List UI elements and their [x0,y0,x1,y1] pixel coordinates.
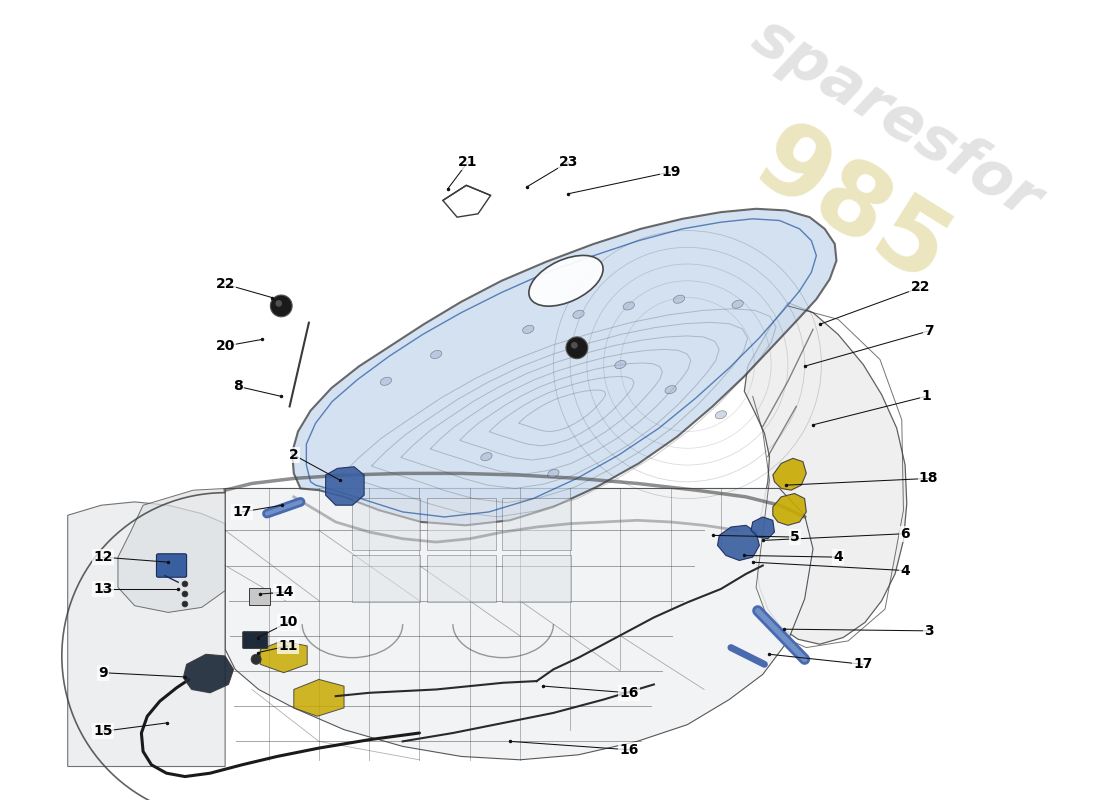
Polygon shape [261,641,307,673]
Ellipse shape [548,470,559,478]
Text: 11: 11 [278,639,298,653]
Polygon shape [773,458,806,490]
Polygon shape [773,494,806,526]
Circle shape [271,295,293,317]
Circle shape [571,342,578,349]
Polygon shape [326,466,364,506]
Text: 22: 22 [911,281,930,294]
Text: 7: 7 [924,324,934,338]
Text: 15: 15 [94,724,112,738]
Text: 5: 5 [790,530,800,544]
FancyBboxPatch shape [352,498,420,550]
Ellipse shape [732,300,744,308]
Text: 1: 1 [921,390,931,403]
Text: 4: 4 [900,563,910,578]
Polygon shape [118,489,226,613]
Text: sparesfor: sparesfor [741,7,1052,231]
Ellipse shape [666,386,676,394]
Text: 8: 8 [233,379,243,394]
Text: 4: 4 [834,550,843,564]
FancyBboxPatch shape [352,554,420,602]
Text: 21: 21 [459,155,477,169]
Ellipse shape [481,453,492,461]
Text: 22: 22 [216,277,235,291]
Circle shape [182,591,188,597]
Ellipse shape [673,295,684,303]
FancyBboxPatch shape [427,554,496,602]
Text: 17: 17 [854,658,873,671]
Text: 985: 985 [738,113,966,306]
Text: 12: 12 [94,550,112,564]
Circle shape [182,581,188,587]
Polygon shape [293,209,836,526]
Polygon shape [68,502,226,766]
FancyBboxPatch shape [243,632,267,649]
Polygon shape [745,302,906,644]
Text: 16: 16 [619,742,638,757]
Text: 14: 14 [274,586,294,599]
Polygon shape [751,517,774,538]
Text: 10: 10 [278,615,298,630]
Ellipse shape [623,302,635,310]
Circle shape [251,654,261,664]
Polygon shape [226,489,813,760]
Ellipse shape [381,378,392,386]
Text: 3: 3 [924,624,934,638]
Ellipse shape [529,255,603,306]
FancyBboxPatch shape [503,554,571,602]
Text: 19: 19 [661,165,680,179]
Text: 2: 2 [289,448,299,462]
Text: 18: 18 [918,471,938,486]
Circle shape [566,337,587,358]
Text: 20: 20 [216,339,234,353]
Text: 9: 9 [98,666,108,680]
FancyBboxPatch shape [503,498,571,550]
Polygon shape [294,679,344,716]
Ellipse shape [522,326,534,334]
Circle shape [275,300,282,306]
Ellipse shape [430,350,442,358]
Text: 6: 6 [900,526,910,541]
Ellipse shape [573,310,584,318]
FancyBboxPatch shape [156,554,187,578]
Text: 23: 23 [559,155,579,169]
Text: 16: 16 [619,686,638,700]
Ellipse shape [715,410,726,419]
Polygon shape [184,654,233,693]
Text: 17: 17 [232,505,252,519]
Text: 13: 13 [94,582,112,596]
Circle shape [182,601,188,607]
FancyBboxPatch shape [250,588,270,605]
FancyBboxPatch shape [427,498,496,550]
Polygon shape [717,526,759,561]
Ellipse shape [615,361,626,369]
